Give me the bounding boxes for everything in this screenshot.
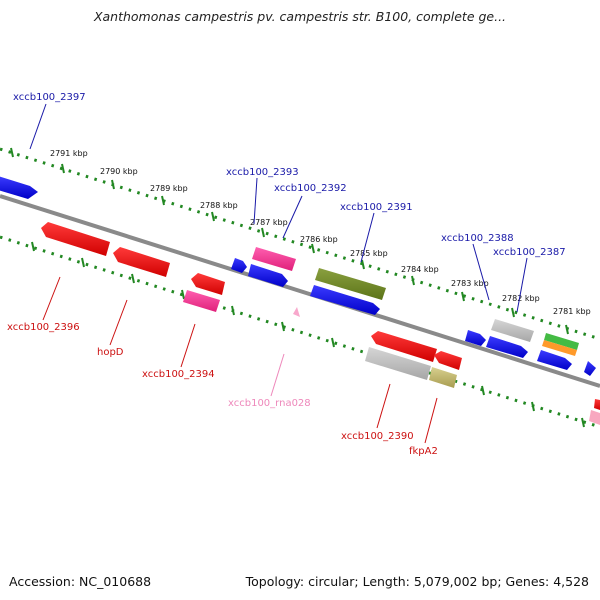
tick-label: 2785 kbp (350, 249, 388, 258)
gene-label-xccb100-2392[interactable]: xccb100_2392 (274, 183, 347, 194)
accession-text: Accession: NC_010688 (9, 574, 152, 589)
gene-xccb100-rna028[interactable] (293, 307, 300, 317)
upper-major-ticks (10, 147, 569, 335)
gene-labels-upper[interactable]: xccb100_2397 xccb100_2393 xccb100_2392 x… (13, 92, 566, 258)
gene-label-xccb100-rna028[interactable]: xccb100_rna028 (228, 398, 311, 409)
gene-xccb100-2387-green[interactable] (544, 333, 579, 350)
gene-xccb100-2392[interactable] (248, 264, 288, 287)
gene-fkpa2[interactable] (429, 367, 457, 388)
gene-label-xccb100-2397[interactable]: xccb100_2397 (13, 92, 86, 103)
tick-label: 2790 kbp (100, 167, 138, 176)
gene-xccb100-2397[interactable] (0, 176, 38, 199)
reverse-genes[interactable] (41, 222, 600, 425)
gene-label-xccb100-2393[interactable]: xccb100_2393 (226, 167, 299, 178)
gene-small-forward-2[interactable] (465, 330, 486, 346)
gene-labels-lower[interactable]: xccb100_2396 hopD xccb100_2394 xccb100_r… (7, 322, 438, 457)
gene-hopd[interactable] (113, 247, 170, 277)
gene-2388-forward[interactable] (486, 336, 528, 358)
lower-ruler-track (0, 235, 600, 429)
gene-xccb100-2391[interactable] (315, 268, 386, 300)
tick-label: 2787 kbp (250, 218, 288, 227)
tick-label: 2788 kbp (200, 201, 238, 210)
gene-2390-small[interactable] (434, 351, 462, 370)
gene-2391-forward[interactable] (310, 285, 380, 315)
tick-label: 2783 kbp (451, 279, 489, 288)
forward-genes[interactable] (0, 176, 596, 376)
gene-xccb100-2387-orange[interactable] (542, 340, 577, 356)
tick-label: 2781 kbp (553, 307, 591, 316)
gene-edge-reverse-pink[interactable] (589, 410, 600, 425)
gene-label-xccb100-2388[interactable]: xccb100_2388 (441, 233, 514, 244)
scale-labels: 2791 kbp 2790 kbp 2789 kbp 2788 kbp 2787… (50, 149, 591, 316)
gene-label-xccb100-2396[interactable]: xccb100_2396 (7, 322, 80, 333)
tick-label: 2791 kbp (50, 149, 88, 158)
gene-small-forward[interactable] (231, 258, 247, 273)
gene-label-fkpa2[interactable]: fkpA2 (409, 446, 438, 457)
gene-xccb100-2396[interactable] (41, 222, 110, 256)
gene-label-xccb100-2394[interactable]: xccb100_2394 (142, 369, 215, 380)
gene-2387-forward[interactable] (537, 350, 572, 370)
tick-label: 2789 kbp (150, 184, 188, 193)
gene-label-xccb100-2390[interactable]: xccb100_2390 (341, 431, 414, 442)
map-title: Xanthomonas campestris pv. campestris st… (93, 9, 507, 24)
gene-xccb100-2388[interactable] (491, 319, 534, 342)
gene-label-hopd[interactable]: hopD (97, 347, 124, 358)
tick-label: 2786 kbp (300, 235, 338, 244)
genome-backbone (0, 194, 600, 388)
gene-xccb100-2394[interactable] (183, 290, 220, 312)
gene-red-small[interactable] (191, 273, 225, 295)
gene-xccb100-2390[interactable] (371, 331, 437, 362)
tick-label: 2782 kbp (502, 294, 540, 303)
upper-ruler-track (0, 147, 600, 341)
gene-2390-pseudo[interactable] (365, 347, 431, 380)
label-leaders (29, 103, 528, 444)
gene-label-xccb100-2391[interactable]: xccb100_2391 (340, 202, 413, 213)
gene-xccb100-2393-rna[interactable] (252, 247, 296, 271)
tick-label: 2784 kbp (401, 265, 439, 274)
gene-edge-forward[interactable] (584, 361, 596, 376)
gene-label-xccb100-2387[interactable]: xccb100_2387 (493, 247, 566, 258)
genome-summary-text: Topology: circular; Length: 5,079,002 bp… (245, 574, 589, 589)
gene-edge-reverse[interactable] (594, 399, 600, 410)
